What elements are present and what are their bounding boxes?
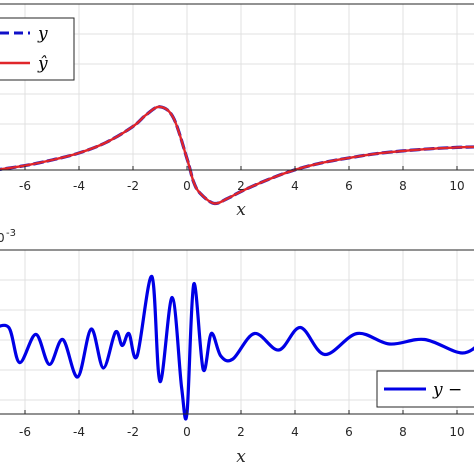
legend-label-residual: y − xyxy=(432,380,462,400)
bottom-x-tick-label: -2 xyxy=(127,425,139,439)
bottom-x-tick-label: 0 xyxy=(183,425,191,439)
top-x-tick-label: 2 xyxy=(237,179,245,193)
bottom-grid xyxy=(0,250,474,414)
top-x-tick-label: -6 xyxy=(19,179,31,193)
legend-label-y: y xyxy=(37,24,48,44)
legend-label-yhat: ŷ xyxy=(37,54,48,74)
y-exponent-base: 0 xyxy=(0,231,5,245)
bottom-x-ticks: -6 -4 -2 0 2 4 6 8 10 xyxy=(19,410,465,439)
top-x-tick-label: 8 xyxy=(399,179,407,193)
top-grid xyxy=(0,4,474,170)
top-x-tick-label: 10 xyxy=(449,179,464,193)
bottom-x-axis-label: x xyxy=(236,447,246,467)
top-series-line-1 xyxy=(0,105,474,205)
bottom-x-tick-label: -4 xyxy=(73,425,85,439)
top-x-tick-label: -2 xyxy=(127,179,139,193)
bottom-panel: 0 -3 -6 -4 -2 0 2 4 6 8 10 x y − xyxy=(0,228,474,467)
bottom-x-tick-label: 8 xyxy=(399,425,407,439)
bottom-x-tick-label: 6 xyxy=(345,425,353,439)
y-exponent-power: -3 xyxy=(6,228,16,239)
top-x-tick-label: 0 xyxy=(183,179,191,193)
top-legend: y ŷ xyxy=(0,17,75,81)
bottom-x-tick-label: 2 xyxy=(237,425,245,439)
top-panel: -6 -4 -2 0 2 4 6 8 10 x y ŷ xyxy=(0,3,474,220)
bottom-x-tick-label: 4 xyxy=(291,425,299,439)
bottom-series-group xyxy=(0,274,474,421)
bottom-x-tick-label: -6 xyxy=(19,425,31,439)
top-legend-box xyxy=(0,17,75,81)
bottom-x-tick-label: 10 xyxy=(449,425,464,439)
top-series-group xyxy=(0,105,474,206)
top-x-tick-label: 4 xyxy=(291,179,299,193)
top-x-tick-label: 6 xyxy=(345,179,353,193)
bottom-legend: y − xyxy=(376,370,474,408)
bottom-series-line-0 xyxy=(0,274,474,421)
top-x-ticks: -6 -4 -2 0 2 4 6 8 10 xyxy=(19,166,465,193)
top-x-axis-label: x xyxy=(236,200,246,220)
top-x-tick-label: -4 xyxy=(73,179,85,193)
